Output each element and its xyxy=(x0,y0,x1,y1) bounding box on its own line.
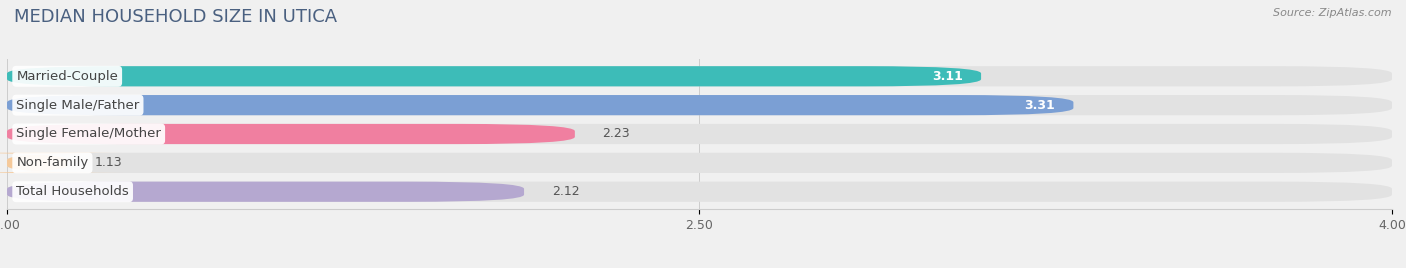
Text: 1.13: 1.13 xyxy=(94,156,122,169)
Text: 2.12: 2.12 xyxy=(551,185,579,198)
FancyBboxPatch shape xyxy=(7,124,1392,144)
FancyBboxPatch shape xyxy=(7,182,524,202)
FancyBboxPatch shape xyxy=(7,95,1073,115)
FancyBboxPatch shape xyxy=(0,153,122,173)
FancyBboxPatch shape xyxy=(7,66,1392,86)
Text: 3.31: 3.31 xyxy=(1024,99,1054,112)
FancyBboxPatch shape xyxy=(7,95,1392,115)
Text: Source: ZipAtlas.com: Source: ZipAtlas.com xyxy=(1274,8,1392,18)
Text: Total Households: Total Households xyxy=(17,185,129,198)
Text: Married-Couple: Married-Couple xyxy=(17,70,118,83)
Text: 2.23: 2.23 xyxy=(603,128,630,140)
Text: MEDIAN HOUSEHOLD SIZE IN UTICA: MEDIAN HOUSEHOLD SIZE IN UTICA xyxy=(14,8,337,26)
Text: Non-family: Non-family xyxy=(17,156,89,169)
Text: Single Male/Father: Single Male/Father xyxy=(17,99,139,112)
Text: Single Female/Mother: Single Female/Mother xyxy=(17,128,162,140)
FancyBboxPatch shape xyxy=(7,124,575,144)
FancyBboxPatch shape xyxy=(7,153,1392,173)
FancyBboxPatch shape xyxy=(7,182,1392,202)
FancyBboxPatch shape xyxy=(7,66,981,86)
Text: 3.11: 3.11 xyxy=(932,70,963,83)
